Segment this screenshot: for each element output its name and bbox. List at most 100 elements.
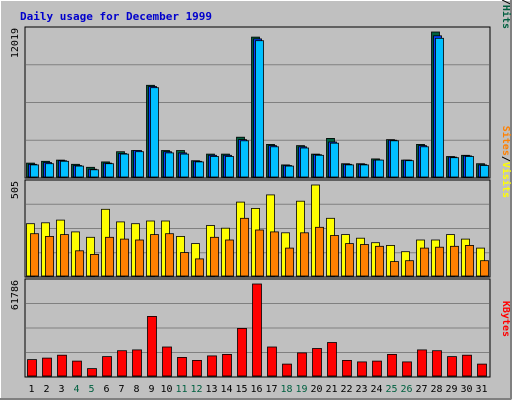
x-tick-label-day-8: 8: [133, 384, 139, 395]
bar-pages-day-30: [465, 156, 474, 178]
x-tick-label-day-18: 18: [280, 384, 292, 395]
bar-kbytes-day-29: [447, 356, 457, 377]
legend-segment-0: Sites: [500, 126, 512, 156]
x-tick-label-day-31: 31: [475, 384, 487, 395]
bar-kbytes-day-10: [162, 346, 172, 377]
bar-sites-day-3: [60, 234, 69, 277]
bar-sites-day-15: [240, 217, 249, 277]
bar-pages-day-10: [165, 152, 174, 178]
bar-sites-day-6: [105, 236, 114, 277]
bar-sites-day-28: [435, 246, 444, 277]
bar-kbytes-day-9: [147, 315, 157, 377]
bar-pages-day-16: [255, 40, 264, 178]
legend-segment-4: Hits: [500, 5, 512, 29]
bar-sites-day-22: [345, 243, 354, 277]
bar-sites-day-17: [270, 231, 279, 277]
x-tick-label-day-5: 5: [88, 384, 94, 395]
x-tick-label-day-21: 21: [325, 384, 337, 395]
bar-kbytes-day-16: [252, 283, 262, 377]
ymax-label-middle: 505: [10, 181, 21, 199]
bar-kbytes-day-1: [27, 359, 37, 377]
legend-bottom: KBytes: [500, 301, 511, 337]
bar-kbytes-day-27: [417, 349, 427, 377]
legend-segment-0: KBytes: [500, 301, 511, 337]
bar-pages-day-9: [150, 87, 159, 178]
x-tick-label-day-3: 3: [58, 384, 64, 395]
bar-sites-day-27: [420, 247, 429, 277]
bar-kbytes-day-4: [72, 360, 82, 377]
bar-sites-day-26: [405, 260, 414, 277]
bar-sites-day-16: [255, 229, 264, 277]
bar-pages-day-3: [60, 160, 69, 178]
bar-pages-day-6: [105, 163, 114, 178]
x-tick-label-day-10: 10: [160, 384, 172, 395]
bar-pages-day-7: [120, 153, 129, 178]
panel-kbytes: 61786 KBytes: [10, 278, 511, 378]
bar-pages-day-11: [180, 153, 189, 178]
bar-pages-day-4: [75, 165, 84, 178]
legend-segment-3: /: [500, 0, 511, 5]
x-tick-label-day-14: 14: [220, 384, 232, 395]
bar-kbytes-day-30: [462, 354, 472, 377]
chart-title: Daily usage for December 1999: [20, 10, 212, 23]
bar-pages-day-29: [450, 157, 459, 178]
bar-pages-day-13: [210, 156, 219, 178]
bar-sites-day-18: [285, 247, 294, 277]
legend-segment-1: /: [500, 156, 511, 162]
ymax-label-bottom: 61786: [10, 280, 21, 310]
legend-middle: Sites/Visits: [500, 126, 512, 198]
x-tick-label-day-16: 16: [250, 384, 262, 395]
x-tick-label-day-17: 17: [265, 384, 277, 395]
bar-pages-day-14: [225, 156, 234, 178]
bar-sites-day-5: [90, 253, 99, 277]
bar-pages-day-12: [195, 161, 204, 178]
bar-kbytes-day-20: [312, 348, 322, 377]
bar-sites-day-31: [480, 260, 489, 277]
x-tick-label-day-23: 23: [355, 384, 367, 395]
bar-sites-day-23: [360, 244, 369, 277]
bar-kbytes-day-12: [192, 359, 202, 377]
bar-sites-day-9: [150, 234, 159, 277]
bar-pages-day-20: [315, 154, 324, 178]
bar-sites-day-29: [450, 245, 459, 277]
bar-pages-day-26: [405, 160, 414, 178]
bar-kbytes-day-2: [42, 357, 52, 377]
ymax-label-top: 12019: [10, 28, 21, 58]
bar-sites-day-10: [165, 233, 174, 277]
panel-sites-visits: 505 Sites/Visits: [10, 126, 512, 278]
legend-segment-2: Visits: [500, 162, 512, 198]
bar-pages-day-17: [270, 146, 279, 178]
bar-sites-day-20: [315, 226, 324, 277]
bar-pages-day-19: [300, 147, 309, 178]
x-tick-label-day-29: 29: [445, 384, 457, 395]
bar-kbytes-day-23: [357, 361, 367, 377]
bar-kbytes-day-14: [222, 353, 232, 377]
bar-pages-day-31: [480, 165, 489, 178]
x-tick-label-day-25: 25: [385, 384, 397, 395]
bar-pages-day-15: [240, 140, 249, 178]
bar-kbytes-day-15: [237, 327, 247, 377]
bar-sites-day-14: [225, 239, 234, 277]
bar-sites-day-4: [75, 250, 84, 277]
bar-kbytes-day-8: [132, 349, 142, 377]
bar-kbytes-day-17: [267, 346, 277, 377]
bar-sites-day-25: [390, 261, 399, 277]
bar-pages-day-1: [30, 164, 39, 178]
bar-kbytes-day-21: [327, 342, 337, 377]
x-tick-label-day-7: 7: [118, 384, 124, 395]
x-tick-label-day-24: 24: [370, 384, 382, 395]
bar-kbytes-day-5: [87, 368, 97, 377]
bar-kbytes-day-11: [177, 356, 187, 377]
bar-kbytes-day-6: [102, 356, 112, 377]
bar-sites-day-8: [135, 239, 144, 277]
x-tick-label-day-2: 2: [43, 384, 49, 395]
bar-pages-day-27: [420, 146, 429, 178]
bar-sites-day-12: [195, 258, 204, 277]
x-tick-label-day-19: 19: [295, 384, 307, 395]
legend-top: Pages/Files/Hits: [500, 0, 512, 29]
bar-sites-day-2: [45, 235, 54, 277]
bar-pages-day-21: [330, 142, 339, 178]
bar-pages-day-2: [45, 163, 54, 178]
bar-pages-day-5: [90, 169, 99, 178]
